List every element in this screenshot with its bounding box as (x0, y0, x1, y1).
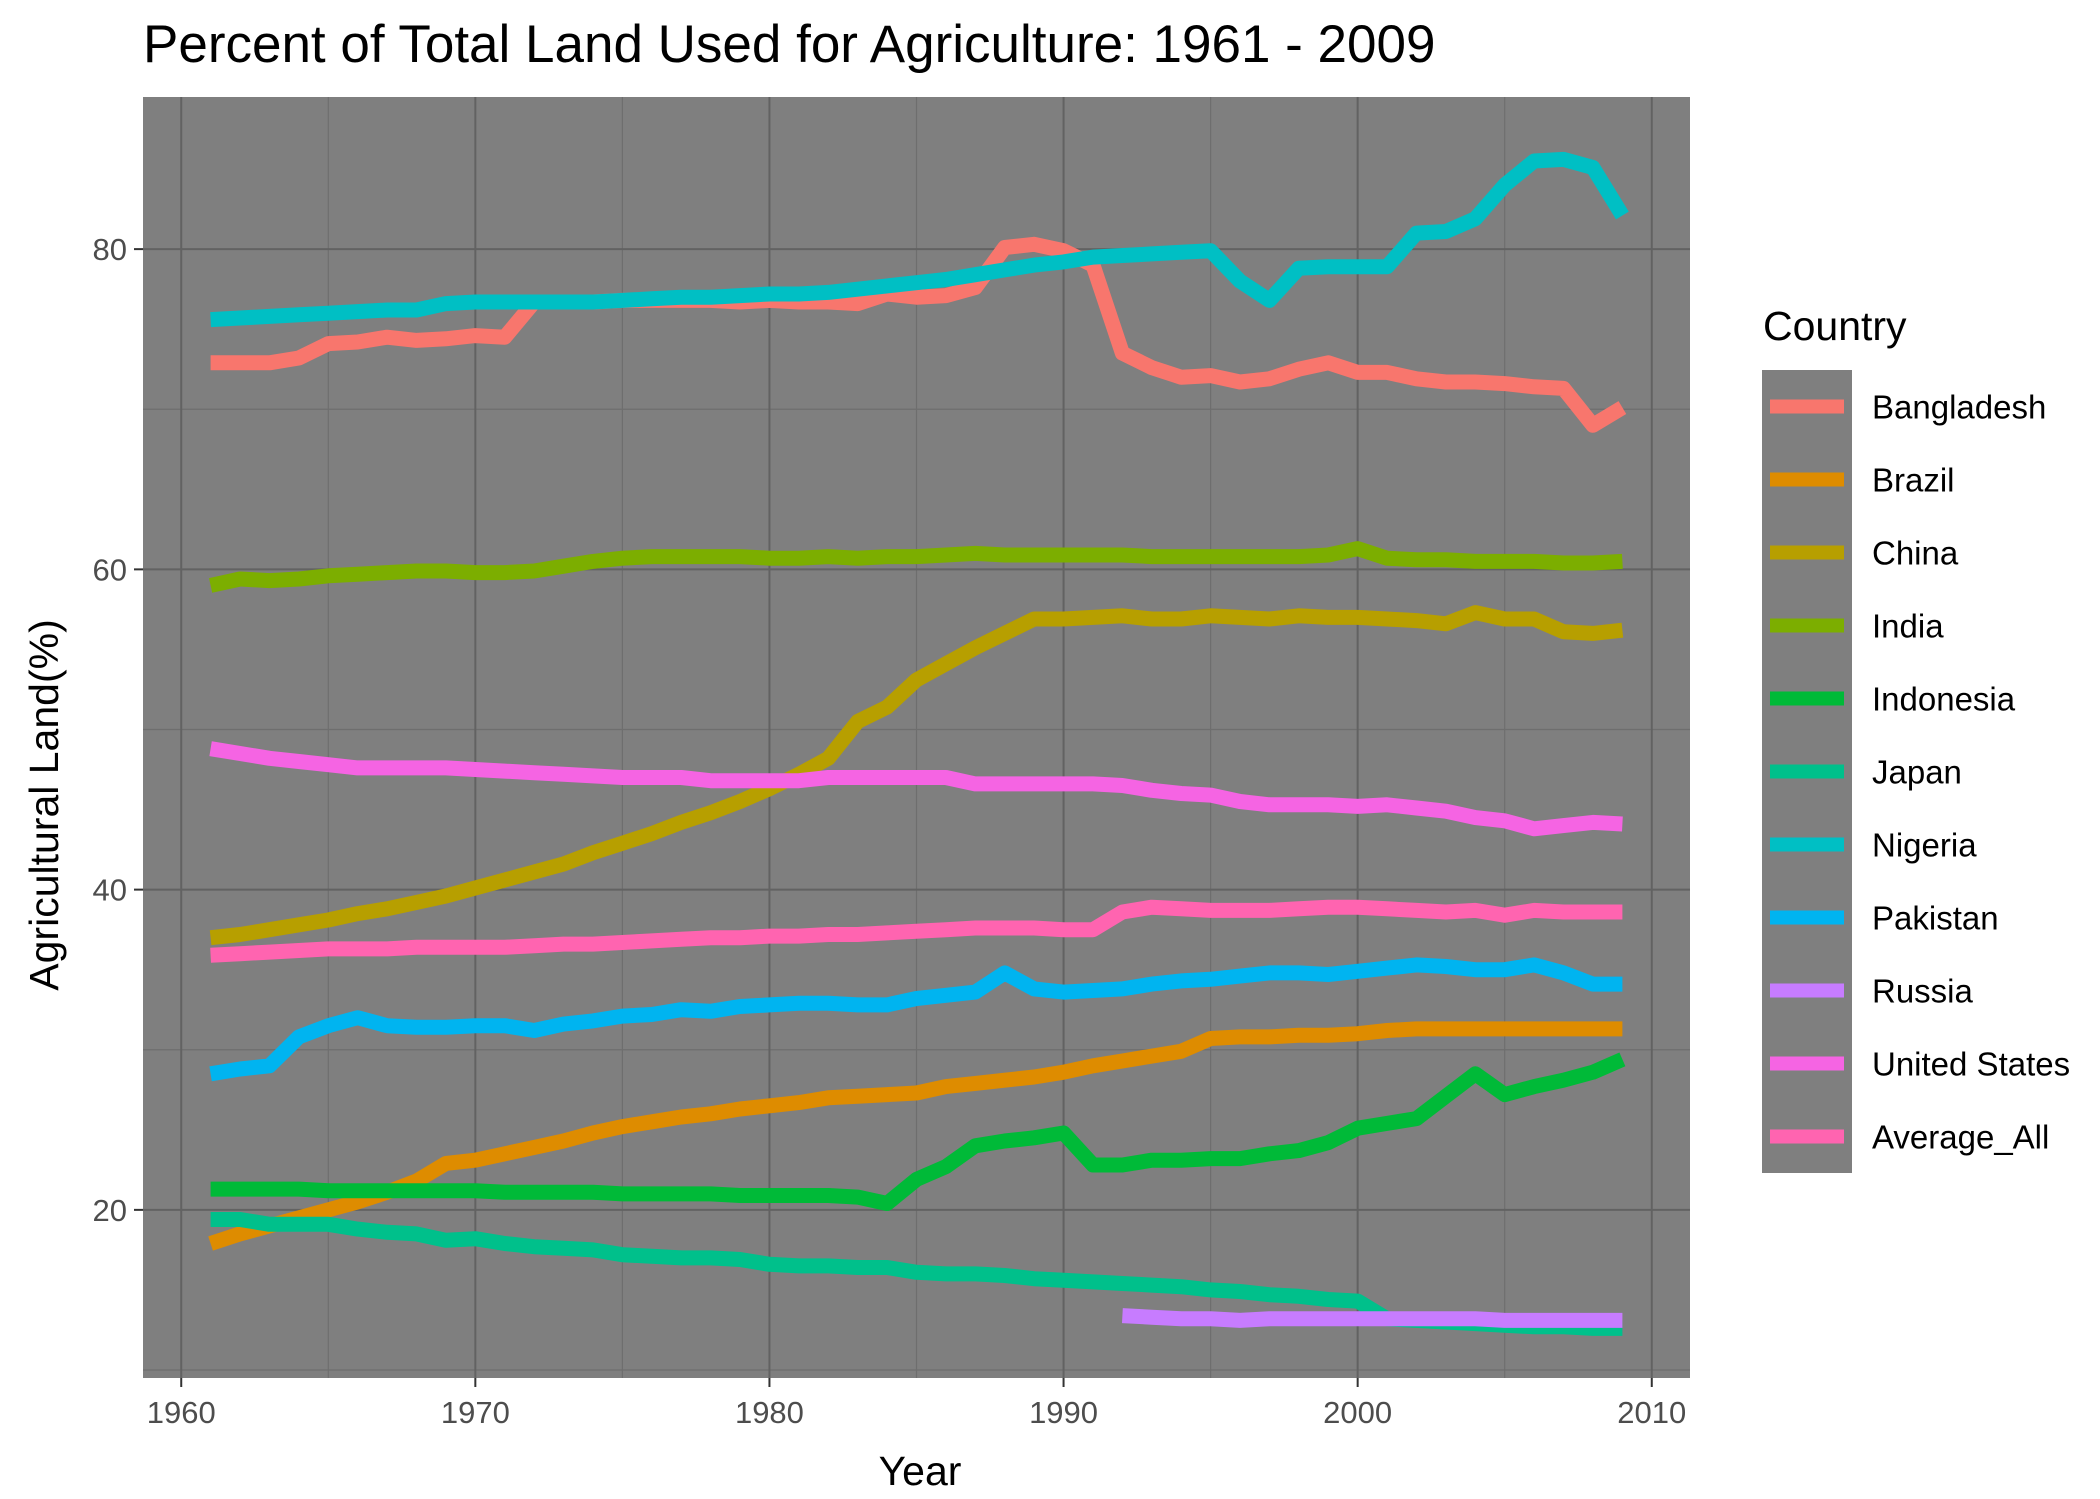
legend-label: Bangladesh (1872, 389, 2046, 426)
legend-items: Bangladesh Brazil China India Indonesia Japan… (1762, 370, 2070, 1173)
y-axis-title: Agricultural Land(%) (21, 619, 67, 990)
x-tick-label: 1980 (735, 1395, 804, 1430)
series-line-brazil (208, 1021, 1623, 1251)
legend-label: Nigeria (1872, 827, 1977, 864)
x-tick-label: 2010 (1617, 1395, 1686, 1430)
series-line-nigeria (210, 151, 1629, 328)
legend-label: Japan (1872, 754, 1962, 791)
legend-label: United States (1872, 1046, 2070, 1083)
x-tick-label: 1970 (441, 1395, 510, 1430)
series-line-pakistan (209, 957, 1623, 1082)
series-line-united-states (209, 741, 1623, 837)
series-line-india (209, 541, 1623, 593)
series-line-indonesia (210, 1052, 1626, 1211)
series-line-china (209, 605, 1624, 946)
legend-label: India (1872, 608, 1944, 645)
y-axis: 20 40 60 80 (93, 232, 143, 1228)
legend-label: Indonesia (1872, 681, 2016, 718)
legend-label: China (1872, 535, 1959, 572)
legend-label: Pakistan (1872, 900, 1999, 937)
series-line-bangladesh (210, 236, 1627, 433)
x-tick-label: 1960 (147, 1395, 216, 1430)
legend-title: Country (1763, 303, 1907, 349)
x-tick-label: 2000 (1323, 1395, 1392, 1430)
y-tick-label: 80 (93, 232, 127, 267)
x-tick-label: 1990 (1029, 1395, 1098, 1430)
x-axis: 1960 1970 1980 1990 2000 2010 (147, 1378, 1686, 1430)
y-tick-label: 20 (93, 1193, 127, 1228)
series-line-average-all (210, 899, 1623, 963)
legend-label: Russia (1872, 973, 1974, 1010)
legend-label: Brazil (1872, 462, 1955, 499)
y-tick-label: 60 (93, 552, 127, 587)
y-tick-label: 40 (93, 873, 127, 908)
x-axis-title: Year (879, 1448, 962, 1494)
chart-title: Percent of Total Land Used for Agricultu… (143, 15, 1436, 74)
series-layer (208, 151, 1629, 1336)
legend-label: Average_All (1872, 1119, 2049, 1156)
legend: Country Bangladesh Brazil China India Indone… (1762, 303, 2070, 1173)
series-line-russia (1121, 1308, 1623, 1328)
